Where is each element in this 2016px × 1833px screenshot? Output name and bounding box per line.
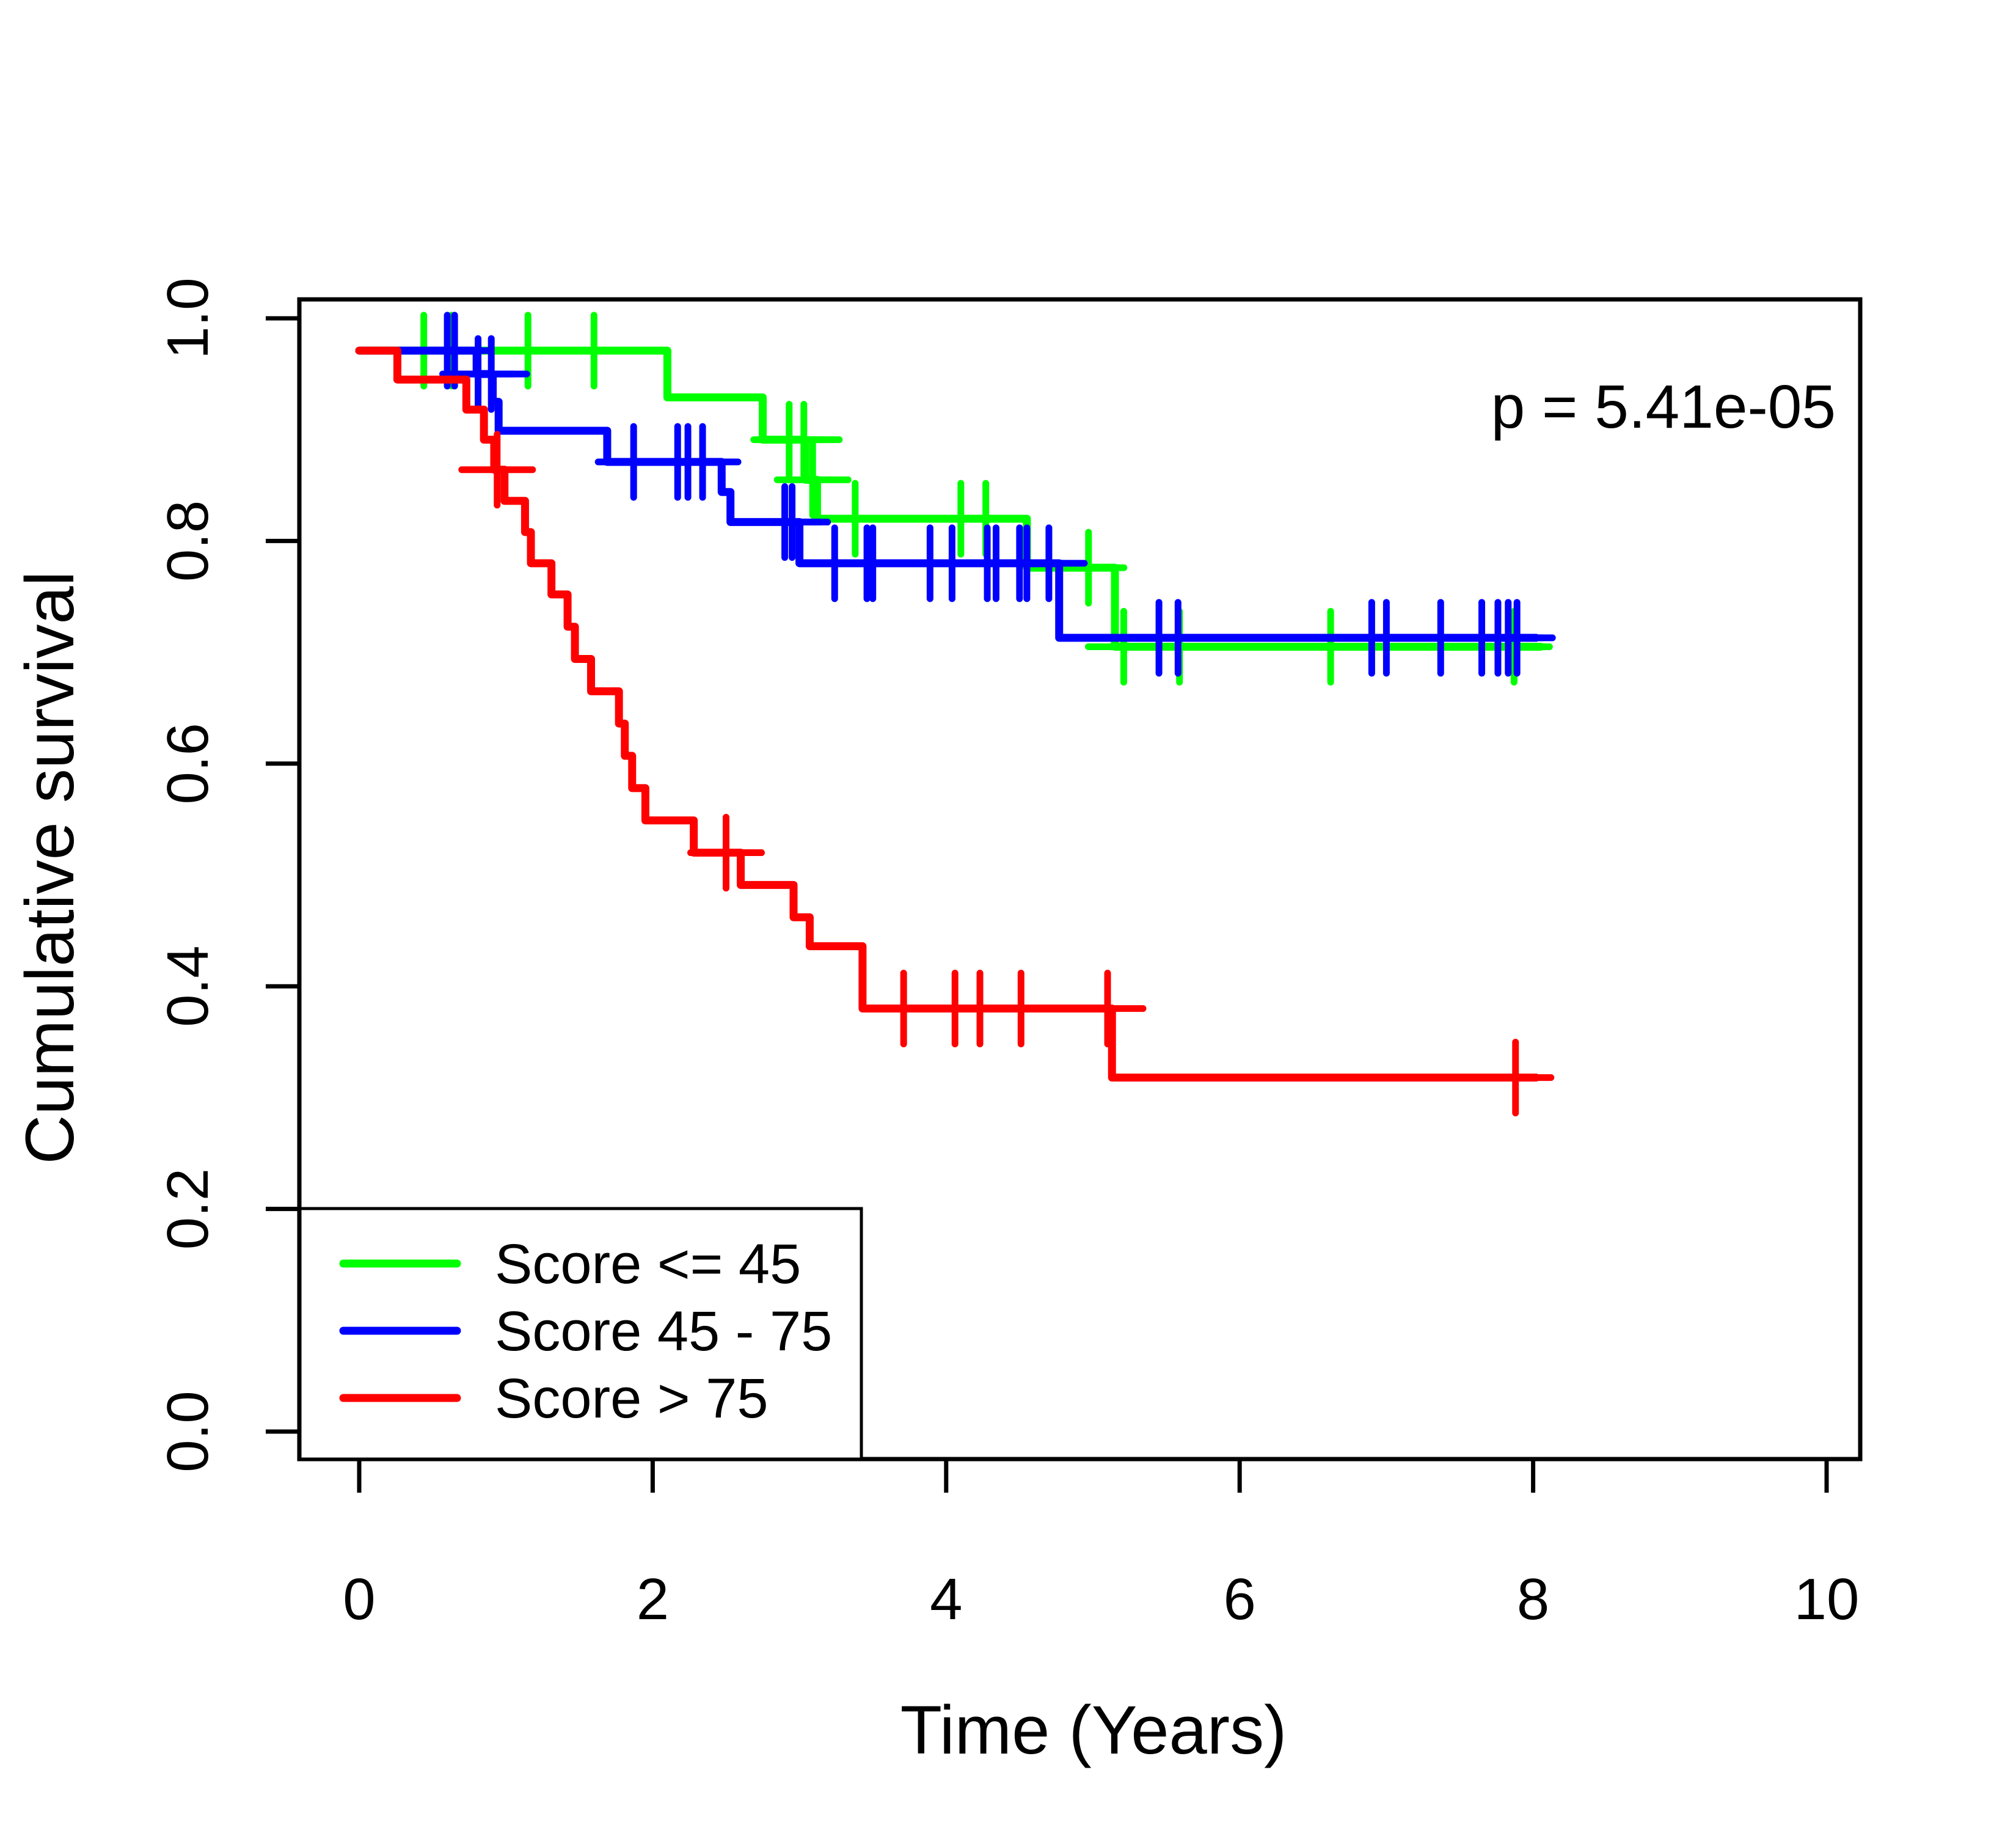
legend-item-label-2: Score > 75 <box>495 1367 769 1430</box>
x-tick-label: 0 <box>343 1567 375 1632</box>
x-tick-label: 10 <box>1794 1567 1860 1632</box>
survival-curves <box>355 312 1556 1117</box>
survival-curve-1 <box>355 346 1540 642</box>
y-tick-label: 0.6 <box>155 723 221 804</box>
p-value-annotation: p = 5.41e-05 <box>1491 373 1836 441</box>
y-axis-title: Cumulative survival <box>12 571 88 1165</box>
censor-marks-1 <box>408 312 1556 677</box>
x-axis-title: Time (Years) <box>900 1692 1287 1768</box>
x-tick-label: 2 <box>637 1567 669 1632</box>
x-tick-label: 4 <box>930 1567 962 1632</box>
censor-marks-2 <box>458 431 1555 1117</box>
y-tick-label: 0.2 <box>155 1168 221 1249</box>
y-tick-label: 1.0 <box>155 277 221 359</box>
plot-border <box>297 297 1863 1462</box>
survival-curve-group-1 <box>355 312 1556 677</box>
legend-item-label-1: Score 45 - 75 <box>495 1300 832 1363</box>
censor-marks-0 <box>385 312 1553 686</box>
y-tick-label: 0.0 <box>155 1391 221 1472</box>
y-tick-label: 0.4 <box>155 945 221 1026</box>
legend-item-label-0: Score <= 45 <box>495 1233 801 1295</box>
y-tick-label: 0.8 <box>155 500 221 582</box>
survival-curve-group-2 <box>355 346 1555 1117</box>
x-tick-label: 6 <box>1224 1567 1256 1632</box>
x-tick-label: 8 <box>1517 1567 1549 1632</box>
survival-curve-2 <box>355 346 1540 1082</box>
y-axis: 0.0 0.2 0.4 0.6 0.8 1.0 <box>155 277 299 1473</box>
plot-border-rect <box>297 297 1863 1462</box>
survival-curve-0 <box>355 346 1545 651</box>
x-axis: 0 2 4 6 8 10 <box>343 1459 1859 1632</box>
